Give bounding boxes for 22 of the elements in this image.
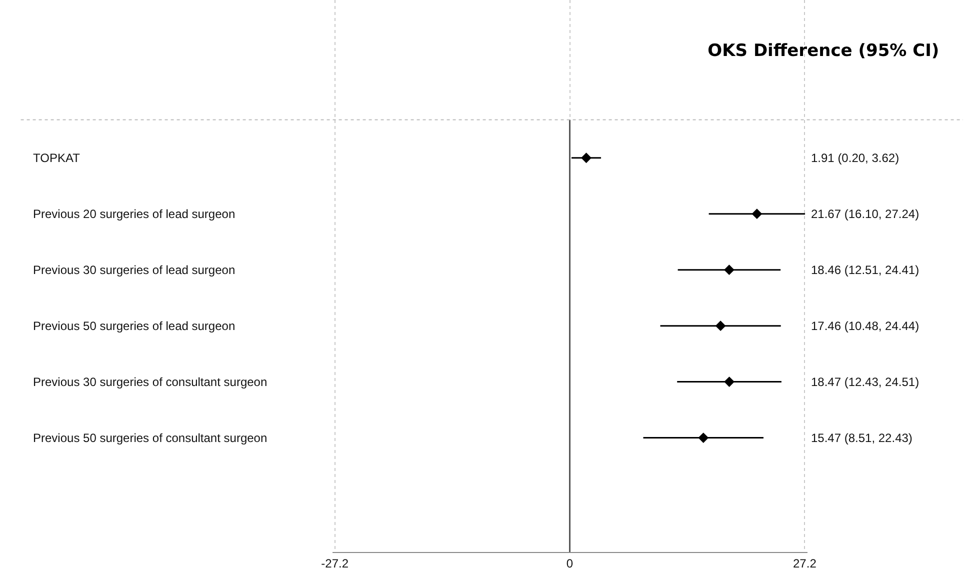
point bbox=[752, 208, 762, 220]
point bbox=[715, 320, 726, 332]
y-tick-label: TOPKAT bbox=[33, 151, 81, 165]
text: 15.47 (8.51, 22.43) bbox=[811, 431, 912, 445]
chart-title: OKS Difference (95% CI) bbox=[708, 40, 940, 61]
text: 18.47 (12.43, 24.51) bbox=[811, 375, 920, 389]
text: 1.91 (0.20, 3.62) bbox=[811, 151, 900, 165]
point bbox=[581, 152, 592, 164]
x-tick-label: 0 bbox=[566, 556, 574, 570]
text: 21.67 (16.10, 27.24) bbox=[811, 207, 920, 221]
y-tick-label: Previous 20 surgeries of lead surgeon bbox=[33, 207, 236, 221]
point bbox=[724, 264, 734, 276]
y-tick-label: Previous 30 surgeries of lead surgeon bbox=[33, 263, 236, 277]
point bbox=[698, 432, 709, 443]
y-tick-label: Previous 50 surgeries of consultant surgeon bbox=[33, 431, 268, 445]
point bbox=[724, 376, 734, 388]
x-tick-label: 27.2 bbox=[793, 556, 817, 570]
x-tick-label: -27.2 bbox=[321, 556, 349, 570]
y-tick-label: Previous 50 surgeries of lead surgeon bbox=[33, 319, 236, 333]
text: 18.46 (12.51, 24.41) bbox=[811, 263, 920, 277]
text: 17.46 (10.48, 24.44) bbox=[811, 319, 920, 333]
y-tick-label: Previous 30 surgeries of consultant surgeon bbox=[33, 375, 268, 389]
